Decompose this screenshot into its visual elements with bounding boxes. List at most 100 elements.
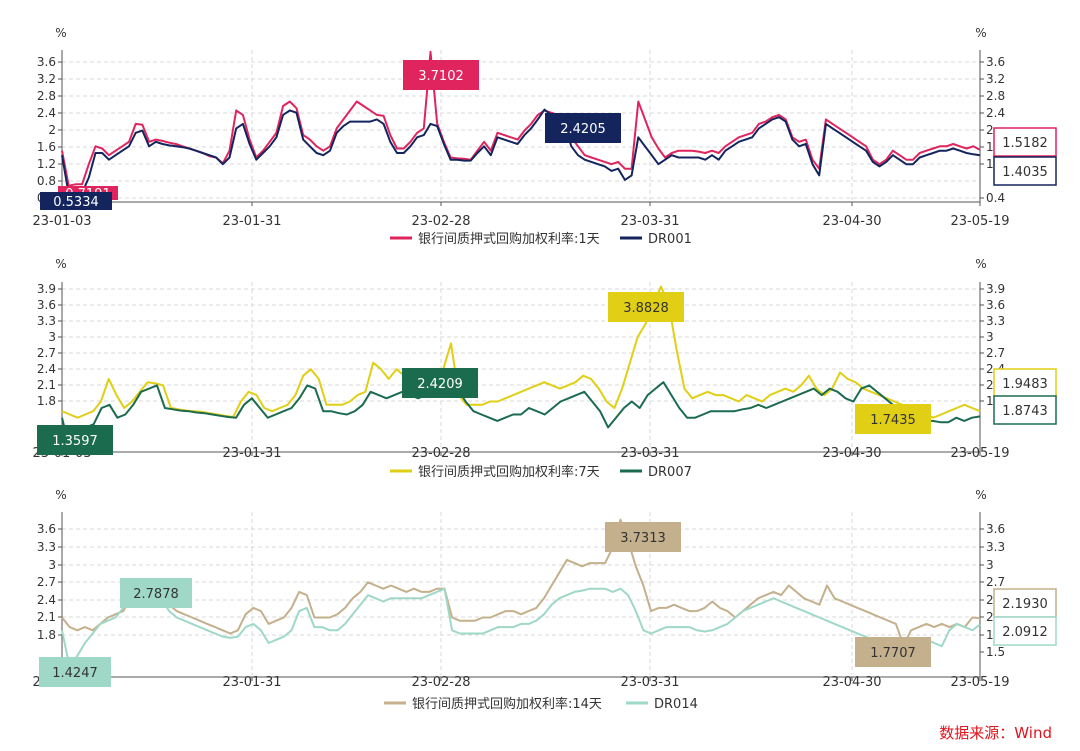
y-tick-label-left: 1.2 <box>37 157 56 171</box>
callout-box <box>402 368 478 398</box>
callout-label: 1.7707 <box>870 646 916 661</box>
callout-label: 0.5334 <box>53 195 99 210</box>
end-label: 1.4035 <box>1002 165 1048 180</box>
y-tick-label-right: 1.5 <box>986 645 1005 659</box>
y-tick-label-right: 2.7 <box>986 346 1005 360</box>
callout-label: 3.7313 <box>620 531 666 546</box>
chart-panel-1: %%0.40.81.21.622.42.83.23.60.41.21.622.4… <box>32 26 1057 247</box>
callout-label: 3.7102 <box>418 69 464 84</box>
callout-box <box>403 60 479 90</box>
y-tick-label-left: 2.4 <box>37 106 56 120</box>
x-tick-label: 23-05-19 <box>950 214 1009 229</box>
y-tick-label-left: 2.4 <box>37 593 56 607</box>
y-tick-label-left: 2.8 <box>37 89 56 103</box>
y-tick-label-left: 3.6 <box>37 298 56 312</box>
legend-label: 银行间质押式回购加权利率:7天 <box>418 464 600 480</box>
end-label-box <box>993 127 1057 157</box>
legend-label: 银行间质押式回购加权利率:1天 <box>418 231 600 247</box>
end-label: 1.8743 <box>1002 404 1048 419</box>
y-tick-label-right: 3.2 <box>986 72 1005 86</box>
series-line-2 <box>61 108 981 196</box>
callout-box <box>605 522 681 552</box>
end-label: 2.0912 <box>1002 625 1048 640</box>
end-label-box <box>993 368 1057 398</box>
callout-box <box>855 637 931 667</box>
series-line-2 <box>61 581 981 669</box>
y-tick-label-right: 3 <box>986 558 994 572</box>
end-label-box <box>993 395 1057 425</box>
end-label: 2.1930 <box>1002 597 1048 612</box>
y-unit-left: % <box>55 26 66 40</box>
x-tick-label: 23-02-28 <box>411 675 470 690</box>
x-tick-label: 23-02-28 <box>411 446 470 461</box>
end-label-box <box>993 156 1057 186</box>
x-tick-label: 23-02-28 <box>411 214 470 229</box>
x-tick-label: 23-03-31 <box>620 446 679 461</box>
callout-label: 2.7878 <box>133 587 179 602</box>
callout-box <box>855 404 931 434</box>
y-unit-left: % <box>55 257 66 271</box>
y-tick-label-left: 2.1 <box>37 610 56 624</box>
x-tick-label: 23-01-31 <box>222 675 281 690</box>
series-line-1 <box>61 285 981 419</box>
y-tick-label-right: 3.9 <box>986 282 1005 296</box>
end-label: 1.5182 <box>1002 136 1048 151</box>
x-tick-label: 23-03-31 <box>620 214 679 229</box>
callout-box <box>40 192 112 210</box>
y-tick-label-left: 3.6 <box>37 522 56 536</box>
y-unit-right: % <box>975 488 986 502</box>
y-unit-left: % <box>55 488 66 502</box>
y-tick-label-left: 3 <box>48 330 56 344</box>
y-unit-right: % <box>975 257 986 271</box>
y-tick-label-left: 2.7 <box>37 346 56 360</box>
y-tick-label-left: 2.1 <box>37 378 56 392</box>
y-tick-label-left: 3.3 <box>37 314 56 328</box>
y-tick-label-right: 2.7 <box>986 575 1005 589</box>
y-tick-label-left: 1.8 <box>37 628 56 642</box>
y-tick-label-left: 3.2 <box>37 72 56 86</box>
callout-box <box>39 657 111 687</box>
x-tick-label: 23-05-19 <box>950 675 1009 690</box>
legend-label: DR014 <box>654 697 698 712</box>
chart-panel-2: %%1.82.12.42.733.33.63.91.82.12.42.733.3… <box>32 257 1057 480</box>
y-tick-label-right: 0.4 <box>986 191 1005 205</box>
x-tick-label: 23-01-31 <box>222 446 281 461</box>
callout-label: 2.4205 <box>560 122 606 137</box>
x-tick-label: 23-01-03 <box>32 214 91 229</box>
callout-box <box>545 113 621 143</box>
chart-panel-3: %%1.82.12.42.733.33.61.51.82.12.42.733.3… <box>32 488 1057 712</box>
y-tick-label-left: 3.6 <box>37 55 56 69</box>
legend-label: DR001 <box>648 232 692 247</box>
source-note: 数据来源：Wind <box>939 724 1052 742</box>
y-tick-label-right: 3.6 <box>986 55 1005 69</box>
x-tick-label: 23-01-31 <box>222 214 281 229</box>
y-tick-label-right: 3.6 <box>986 522 1005 536</box>
y-tick-label-left: 2 <box>48 123 56 137</box>
legend-label: 银行间质押式回购加权利率:14天 <box>412 696 602 712</box>
y-tick-label-left: 1.8 <box>37 394 56 408</box>
series-line-1 <box>61 518 981 646</box>
callout-label: 3.8828 <box>623 301 669 316</box>
y-tick-label-left: 3 <box>48 558 56 572</box>
y-tick-label-right: 3.3 <box>986 540 1005 554</box>
y-tick-label-left: 2.4 <box>37 362 56 376</box>
x-tick-label: 23-04-30 <box>822 214 881 229</box>
end-label-box <box>993 616 1057 646</box>
y-tick-label-right: 2.4 <box>986 106 1005 120</box>
y-tick-label-left: 0.8 <box>37 174 56 188</box>
x-tick-label: 23-03-31 <box>620 675 679 690</box>
end-label-box <box>993 588 1057 618</box>
y-tick-label-left: 3.3 <box>37 540 56 554</box>
callout-label: 1.7435 <box>870 413 916 428</box>
callout-label: 1.4247 <box>52 666 98 681</box>
y-tick-label-left: 1.6 <box>37 140 56 154</box>
y-tick-label-right: 2.8 <box>986 89 1005 103</box>
callout-box <box>608 292 684 322</box>
y-tick-label-left: 3.9 <box>37 282 56 296</box>
legend-label: DR007 <box>648 465 692 480</box>
callout-label: 2.4209 <box>417 377 463 392</box>
y-tick-label-right: 3.6 <box>986 298 1005 312</box>
series-line-1 <box>61 50 981 187</box>
x-tick-label: 23-04-30 <box>822 675 881 690</box>
